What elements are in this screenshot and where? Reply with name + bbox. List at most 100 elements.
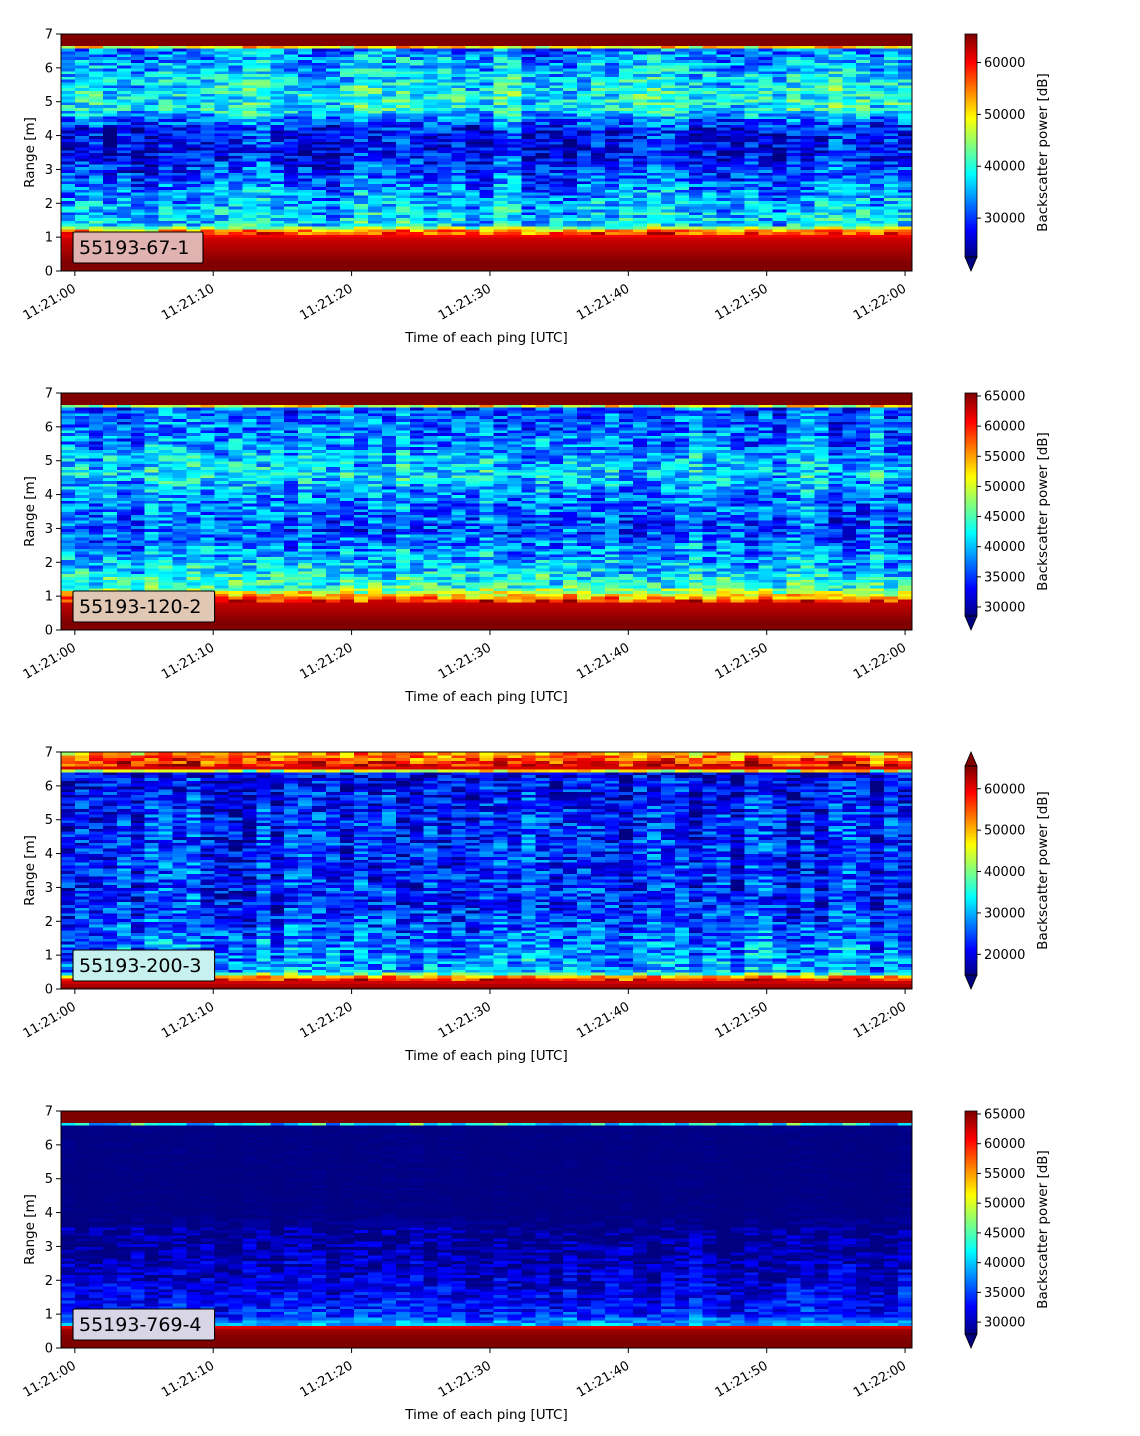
heatmap-cell (423, 48, 439, 52)
heatmap-cell (619, 268, 634, 272)
heatmap-cell (340, 206, 355, 210)
heatmap-cell (772, 96, 788, 100)
heatmap-cell (284, 96, 299, 100)
heatmap-cell (730, 76, 746, 80)
heatmap-cell (228, 234, 243, 238)
heatmap-cell (549, 192, 564, 196)
heatmap-cell (619, 217, 634, 221)
heatmap-cell (130, 135, 146, 139)
heatmap-cell (312, 96, 327, 100)
heatmap-cell (200, 166, 216, 171)
heatmap-cell (842, 180, 857, 185)
heatmap-cell (758, 81, 774, 86)
heatmap-cell (88, 53, 104, 58)
heatmap-cell (186, 138, 202, 142)
heatmap-cell (521, 189, 536, 193)
heatmap-cell (856, 118, 871, 123)
heatmap-cell (367, 73, 383, 77)
heatmap-cell (74, 50, 90, 55)
heatmap-cell (814, 245, 829, 250)
heatmap-cell (744, 237, 760, 241)
heatmap-cell (702, 237, 718, 241)
heatmap-cell (605, 254, 620, 258)
heatmap-cell (395, 183, 411, 187)
heatmap-cell (577, 36, 592, 41)
heatmap-cell (674, 225, 690, 230)
heatmap-cell (507, 56, 522, 60)
heatmap-cell (870, 206, 885, 210)
heatmap-cell (814, 248, 829, 252)
heatmap-cell (660, 256, 676, 261)
heatmap-cell (674, 175, 690, 179)
heatmap-cell (716, 239, 732, 244)
heatmap-cell (632, 192, 648, 196)
heatmap-cell (284, 39, 299, 44)
heatmap-cell (744, 160, 760, 165)
heatmap-cell (730, 149, 746, 154)
heatmap-cell (465, 129, 481, 134)
heatmap-cell (353, 175, 369, 179)
heatmap-cell (256, 160, 271, 165)
heatmap-cell (102, 208, 118, 213)
heatmap-cell (298, 251, 313, 255)
heatmap-cell (340, 175, 355, 179)
heatmap-cell (130, 214, 146, 218)
heatmap-cell (842, 129, 857, 134)
heatmap-cell (646, 169, 662, 173)
heatmap-cell (646, 90, 662, 94)
heatmap-cell (842, 39, 857, 44)
heatmap-cell (242, 129, 257, 134)
heatmap-cell (144, 39, 160, 44)
heatmap-cell (744, 104, 760, 108)
heatmap-cell (577, 81, 592, 86)
heatmap-cell (242, 70, 257, 75)
heatmap-cell (716, 62, 732, 66)
heatmap-cell (409, 194, 425, 199)
heatmap-cell (591, 34, 606, 38)
heatmap-cell (646, 113, 662, 117)
heatmap-cell (284, 254, 299, 258)
heatmap-cell (158, 152, 174, 156)
heatmap-cell (284, 129, 299, 134)
heatmap-cell (786, 87, 801, 92)
heatmap-cell (74, 149, 90, 154)
heatmap-cell (716, 141, 732, 145)
heatmap-cell (521, 101, 536, 106)
heatmap-cell (158, 70, 174, 75)
heatmap-cell (549, 42, 564, 46)
heatmap-cell (563, 223, 578, 227)
heatmap-cell (116, 265, 132, 269)
heatmap-cell (381, 177, 397, 182)
heatmap-cell (632, 158, 648, 162)
heatmap-cell (674, 149, 690, 154)
heatmap-cell (674, 50, 690, 55)
heatmap-cell (646, 180, 662, 185)
heatmap-cell (814, 110, 829, 114)
heatmap-cell (284, 152, 299, 156)
heatmap-cell (130, 132, 146, 137)
heatmap-cell (74, 34, 90, 38)
heatmap-cell (381, 259, 397, 264)
heatmap-cell (437, 45, 453, 49)
heatmap-cell (716, 223, 732, 227)
heatmap-cell (409, 65, 425, 69)
heatmap-cell (702, 67, 718, 72)
heatmap-cell (172, 225, 188, 230)
heatmap-cell (479, 135, 495, 139)
heatmap-cell (214, 200, 230, 204)
heatmap-cell (842, 152, 857, 156)
heatmap-cell (870, 200, 885, 204)
heatmap-cell (353, 79, 369, 83)
heatmap-cell (786, 65, 801, 69)
heatmap-cell (465, 194, 481, 199)
heatmap-cell (535, 254, 550, 258)
heatmap-cell (256, 76, 271, 80)
heatmap-cell (772, 194, 788, 199)
heatmap-cell (130, 220, 146, 224)
heatmap-cell (340, 208, 355, 213)
heatmap-cell (116, 225, 132, 230)
heatmap-cell (228, 121, 243, 125)
heatmap-cell (744, 70, 760, 75)
heatmap-cell (256, 141, 271, 145)
heatmap-cell (674, 234, 690, 238)
